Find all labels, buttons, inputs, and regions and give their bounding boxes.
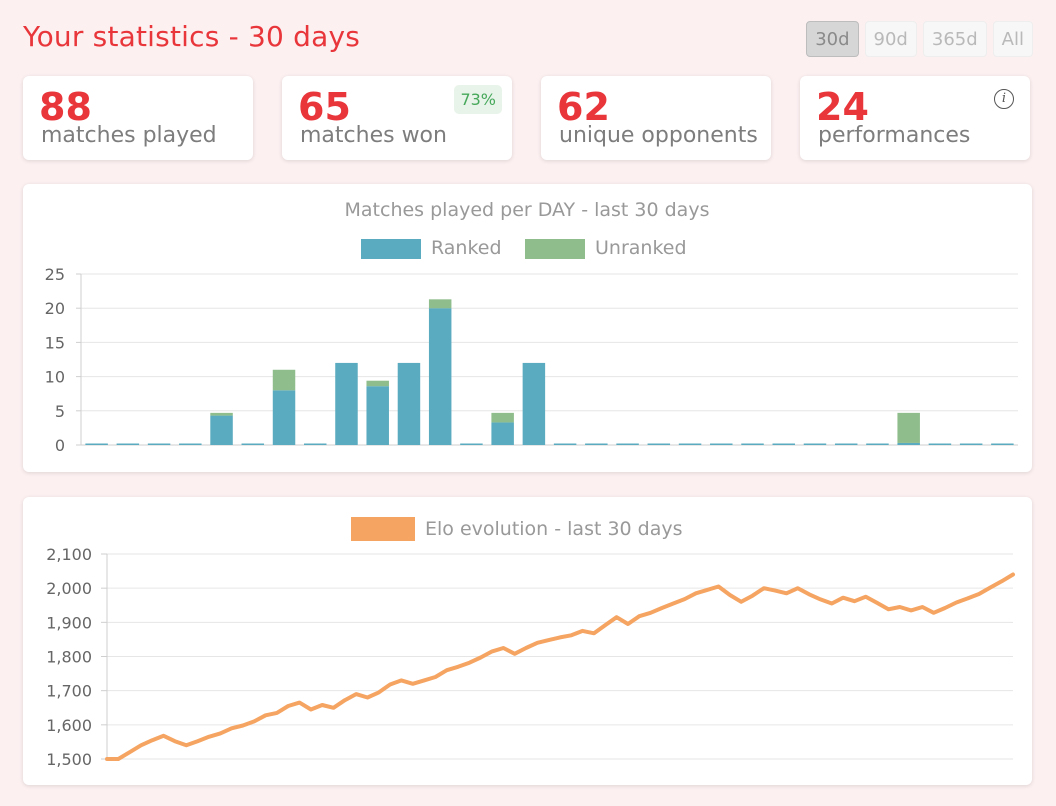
bar-ranked-zero[interactable] [741,443,764,446]
elo-y-tick-label: 2,000 [46,579,92,598]
bar-ranked[interactable] [491,422,514,445]
period-90d-button[interactable]: 90d [864,21,917,57]
bar-y-tick-label: 25 [45,265,65,284]
bar-ranked-zero[interactable] [834,443,858,446]
matches-won-card: 65 matches won 73% [282,76,512,160]
bar-ranked-zero[interactable] [460,443,483,446]
period-365d-button[interactable]: 365d [922,21,987,57]
bar-y-tick-label: 20 [45,299,65,318]
bar-ranked[interactable] [428,308,452,445]
bar-ranked-zero[interactable] [866,443,889,446]
elo-y-tick-label: 2,100 [46,545,92,564]
matches-chart-panel: Matches played per DAY - last 30 days Ra… [23,184,1032,472]
bar-ranked-zero[interactable] [928,443,952,446]
matches-won-value: 65 [298,85,351,129]
unique-opponents-label: unique opponents [559,123,758,148]
bar-ranked-zero[interactable] [772,443,795,446]
performances-value: 24 [816,85,869,129]
bar-unranked[interactable] [210,412,233,416]
bar-y-tick-label: 0 [55,436,65,455]
bar-ranked[interactable] [397,362,421,445]
bar-ranked-zero[interactable] [585,443,608,446]
bar-ranked-zero[interactable] [147,443,171,446]
bar-unranked[interactable] [366,380,389,387]
bar-ranked-zero[interactable] [85,443,108,446]
elo-y-tick-label: 1,900 [46,613,92,632]
bar-ranked-zero[interactable] [179,443,202,446]
page-title: Your statistics - 30 days [23,20,361,53]
bar-ranked-zero[interactable] [959,443,983,446]
bar-ranked-zero[interactable] [553,443,577,446]
elo-y-tick-label: 1,700 [46,682,92,701]
bar-ranked[interactable] [366,386,389,445]
bar-ranked[interactable] [335,362,358,445]
matches-won-label: matches won [300,123,447,148]
bar-ranked[interactable] [522,362,546,445]
bar-y-tick-label: 10 [45,368,65,387]
period-30d-button[interactable]: 30d [806,21,859,57]
bar-ranked-zero[interactable] [116,443,140,446]
matches-played-card: 88 matches played [23,76,253,160]
bar-unranked[interactable] [272,369,296,391]
bar-unranked[interactable] [428,299,452,309]
win-rate-badge: 73% [454,85,502,114]
bar-chart-title: Matches played per DAY - last 30 days [345,199,710,221]
bar-y-tick-label: 5 [55,402,65,421]
unique-opponents-value: 62 [557,85,610,129]
legend-ranked-label[interactable]: Ranked [431,237,502,259]
bar-ranked[interactable] [210,415,233,445]
elo-y-tick-label: 1,800 [46,648,92,667]
performances-card: 24 performances i [800,76,1030,160]
bar-ranked-zero[interactable] [678,443,702,446]
legend-elo-label[interactable]: Elo evolution - last 30 days [425,518,683,540]
bar-unranked[interactable] [897,412,920,443]
legend-elo-swatch[interactable] [351,517,415,541]
elo-line-chart: Elo evolution - last 30 days 1,500 1,600 1… [46,517,1015,769]
bar-unranked[interactable] [491,412,514,423]
info-icon[interactable]: i [994,89,1014,109]
matches-played-value: 88 [39,85,92,129]
period-selector: 30d 90d 365d All [806,21,1033,57]
unique-opponents-card: 62 unique opponents [541,76,771,160]
bar-ranked-zero[interactable] [304,443,327,446]
elo-series-line[interactable] [105,572,1015,761]
bar-ranked-zero[interactable] [241,443,265,446]
bar-ranked-zero[interactable] [710,443,733,446]
bar-ranked-zero[interactable] [991,443,1014,446]
bar-ranked[interactable] [272,390,296,445]
performances-label: performances [818,123,971,148]
bar-ranked-zero[interactable] [647,443,671,446]
legend-ranked-swatch[interactable] [361,239,421,259]
elo-y-tick-label: 1,500 [46,750,92,769]
bar-ranked[interactable] [897,442,920,445]
matches-bar-chart: Matches played per DAY - last 30 days Ra… [45,199,1018,455]
matches-played-label: matches played [41,123,217,148]
elo-chart-panel: Elo evolution - last 30 days 1,500 1,600 1… [23,497,1032,785]
legend-unranked-label[interactable]: Unranked [595,237,687,259]
period-all-button[interactable]: All [992,21,1033,57]
bar-ranked-zero[interactable] [803,443,827,446]
bar-y-tick-label: 15 [45,333,65,352]
bar-ranked-zero[interactable] [616,443,639,446]
legend-unranked-swatch[interactable] [525,239,585,259]
elo-y-tick-label: 1,600 [46,716,92,735]
